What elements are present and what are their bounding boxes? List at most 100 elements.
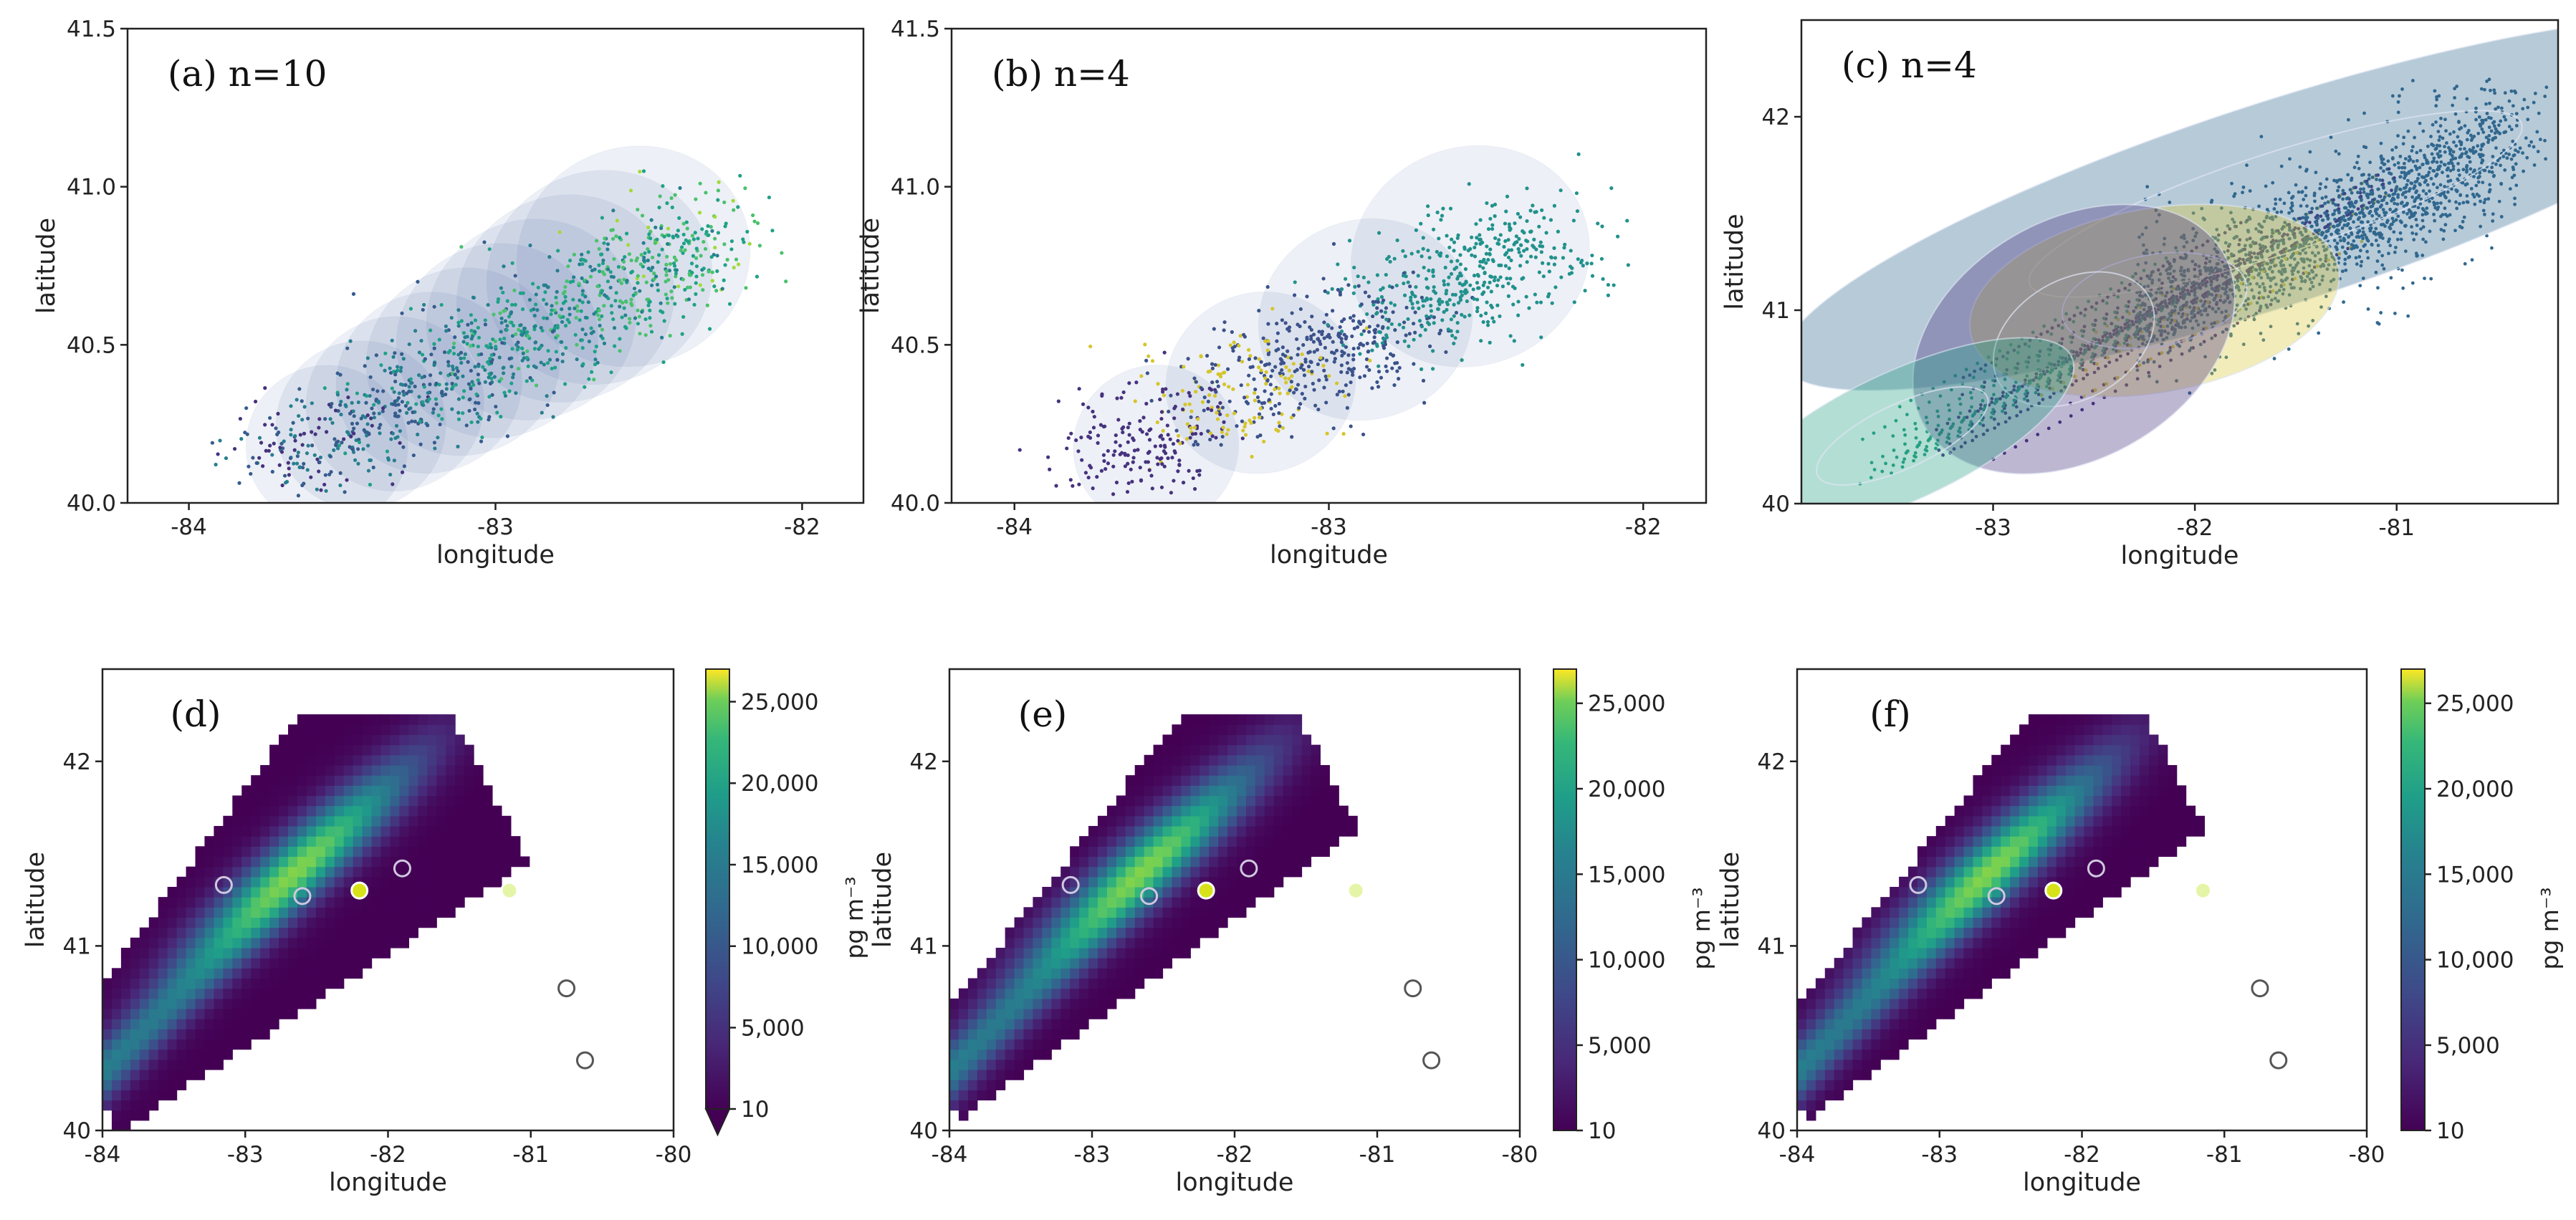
scatter-point bbox=[398, 429, 403, 433]
scatter-point bbox=[2036, 393, 2041, 397]
scatter-point bbox=[2132, 309, 2136, 313]
scatter-point bbox=[2248, 236, 2252, 241]
scatter-point bbox=[1324, 358, 1329, 362]
scatter-point bbox=[474, 400, 478, 405]
scatter-point bbox=[432, 441, 437, 445]
scatter-point bbox=[1344, 335, 1349, 339]
scatter-point bbox=[2309, 236, 2313, 241]
scatter-point bbox=[538, 345, 542, 350]
scatter-point bbox=[473, 318, 478, 322]
scatter-point bbox=[1018, 448, 1022, 452]
scatter-point bbox=[2302, 266, 2306, 270]
scatter-point bbox=[2160, 281, 2164, 285]
scatter-point bbox=[2080, 408, 2084, 412]
scatter-point bbox=[681, 251, 685, 255]
scatter-point bbox=[268, 416, 272, 421]
scatter-point bbox=[1196, 417, 1200, 421]
scatter-point bbox=[566, 264, 570, 269]
scatter-point bbox=[344, 404, 348, 408]
scatter-point bbox=[1409, 251, 1414, 256]
scatter-point bbox=[1923, 453, 1927, 456]
scatter-point bbox=[1287, 368, 1291, 373]
scatter-point bbox=[1336, 287, 1340, 292]
scatter-point bbox=[1485, 323, 1490, 327]
scatter-point bbox=[2198, 272, 2203, 277]
scatter-point bbox=[1076, 449, 1081, 453]
scatter-point bbox=[289, 433, 293, 437]
scatter-point bbox=[1968, 373, 1972, 378]
scatter-point bbox=[618, 299, 623, 303]
scatter-point bbox=[2258, 264, 2261, 268]
scatter-point bbox=[1068, 478, 1073, 482]
scatter-point bbox=[2078, 366, 2082, 370]
scatter-point bbox=[2485, 111, 2489, 115]
scatter-point bbox=[1346, 393, 1351, 397]
scatter-point bbox=[710, 279, 714, 283]
scatter-point bbox=[1352, 326, 1356, 331]
scatter-point bbox=[2342, 218, 2347, 222]
scatter-point bbox=[2393, 312, 2397, 315]
scatter-point bbox=[466, 382, 471, 386]
scatter-point bbox=[1553, 256, 1558, 260]
scatter-point bbox=[608, 285, 613, 290]
scatter-point bbox=[2338, 220, 2342, 224]
scatter-point bbox=[286, 461, 290, 465]
scatter-point bbox=[1367, 325, 1371, 329]
scatter-point bbox=[1292, 390, 1296, 395]
scatter-point bbox=[1414, 228, 1418, 232]
scatter-point bbox=[1479, 339, 1483, 343]
scatter-point bbox=[473, 407, 477, 412]
scatter-point bbox=[697, 211, 702, 215]
scatter-point bbox=[1412, 362, 1416, 366]
scatter-point bbox=[1961, 375, 1965, 380]
scatter-point bbox=[476, 373, 481, 377]
scatter-point bbox=[648, 236, 653, 241]
scatter-point bbox=[2237, 288, 2241, 292]
x-tick-label: -84 bbox=[171, 514, 207, 540]
scatter-point bbox=[646, 246, 650, 251]
scatter-point bbox=[525, 355, 530, 360]
scatter-point bbox=[2269, 260, 2273, 264]
scatter-point bbox=[2246, 270, 2251, 274]
scatter-point bbox=[456, 417, 461, 421]
scatter-point bbox=[549, 312, 553, 317]
scatter-point bbox=[1518, 215, 1523, 219]
scatter-point bbox=[400, 400, 405, 404]
scatter-point bbox=[1435, 249, 1439, 254]
scatter-point bbox=[2089, 345, 2094, 349]
scatter-point bbox=[392, 390, 396, 394]
scatter-point bbox=[1305, 335, 1309, 340]
scatter-point bbox=[2018, 385, 2022, 389]
scatter-point bbox=[1508, 228, 1512, 232]
scatter-point bbox=[1257, 309, 1261, 313]
scatter-point bbox=[1460, 312, 1464, 317]
scatter-point bbox=[534, 383, 539, 388]
heatmap-cell bbox=[102, 978, 112, 989]
scatter-point bbox=[280, 483, 284, 488]
scatter-point bbox=[1519, 254, 1523, 258]
scatter-point bbox=[2290, 277, 2294, 282]
scatter-point bbox=[1305, 294, 1309, 299]
scatter-point bbox=[1503, 221, 1508, 226]
scatter-point bbox=[1220, 434, 1225, 439]
scatter-point bbox=[700, 227, 704, 231]
scatter-point bbox=[365, 422, 370, 426]
scatter-point bbox=[1522, 231, 1526, 235]
scatter-point bbox=[409, 381, 413, 385]
scatter-point bbox=[1599, 256, 1604, 261]
scatter-point bbox=[2402, 186, 2406, 191]
scatter-point bbox=[2084, 307, 2087, 312]
scatter-point bbox=[623, 313, 628, 317]
scatter-point bbox=[1960, 393, 1965, 397]
scatter-point bbox=[1435, 210, 1440, 215]
scatter-point bbox=[2402, 210, 2405, 214]
scatter-point bbox=[1345, 361, 1349, 365]
scatter-point bbox=[2157, 278, 2161, 282]
scatter-point bbox=[1442, 279, 1446, 283]
scatter-point bbox=[1345, 370, 1349, 375]
scatter-point bbox=[461, 395, 465, 400]
scatter-point bbox=[2421, 225, 2426, 229]
scatter-point bbox=[483, 380, 487, 384]
scatter-point bbox=[1210, 405, 1214, 410]
scatter-point bbox=[2017, 345, 2021, 349]
